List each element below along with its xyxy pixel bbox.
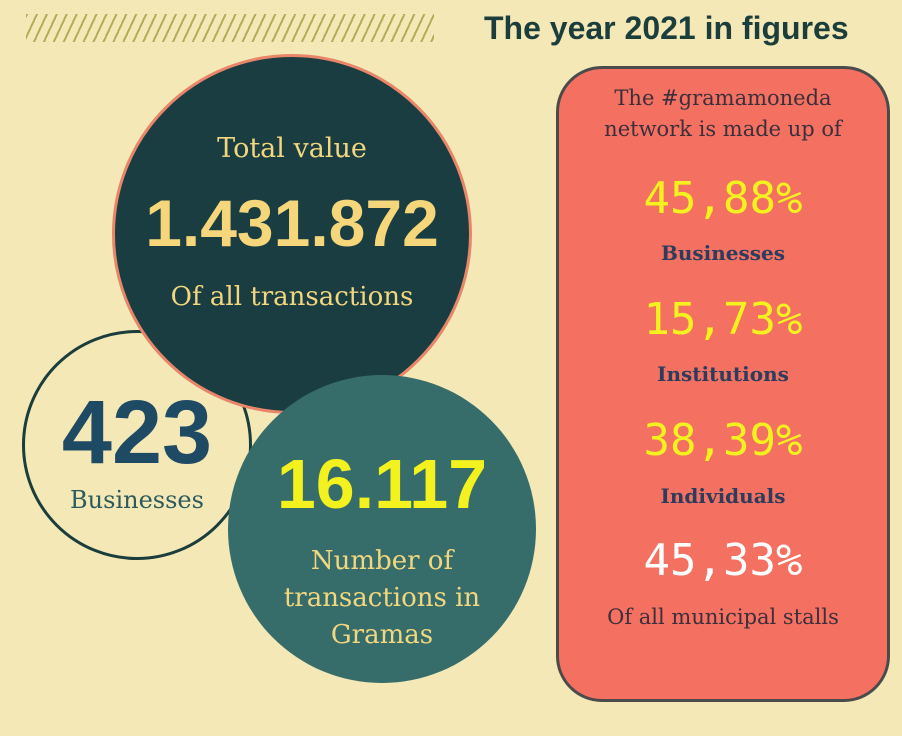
- transactions-circle: 16.117 Number of transactions in Gramas: [228, 375, 536, 683]
- page-title: The year 2021 in figures: [484, 10, 849, 46]
- transactions-caption: Number of transactions in Gramas: [283, 546, 481, 650]
- businesses-count: 423: [61, 383, 213, 483]
- network-intro: The #gramamoneda network is made up of: [604, 86, 842, 141]
- network-percent-businesses: 45,88%: [643, 173, 803, 224]
- network-percent-stalls: 45,33%: [643, 535, 803, 586]
- total-value-amount: 1.431.872: [145, 186, 439, 260]
- businesses-label: Businesses: [70, 486, 204, 514]
- network-percent-individuals: 38,39%: [643, 415, 803, 466]
- total-value-caption: Of all transactions: [170, 282, 414, 312]
- total-value-label: Total value: [217, 133, 367, 164]
- network-label-stalls: Of all municipal stalls: [607, 605, 839, 629]
- transactions-count: 16.117: [276, 445, 488, 523]
- decorative-hatch-stripes: [26, 14, 434, 42]
- network-label-institutions: Institutions: [657, 362, 789, 386]
- network-label-individuals: Individuals: [660, 484, 786, 508]
- network-panel: The #gramamoneda network is made up of 4…: [556, 66, 890, 702]
- total-value-circle: Total value 1.431.872 Of all transaction…: [112, 54, 472, 414]
- network-label-businesses: Businesses: [660, 241, 786, 265]
- network-percent-institutions: 15,73%: [643, 294, 803, 345]
